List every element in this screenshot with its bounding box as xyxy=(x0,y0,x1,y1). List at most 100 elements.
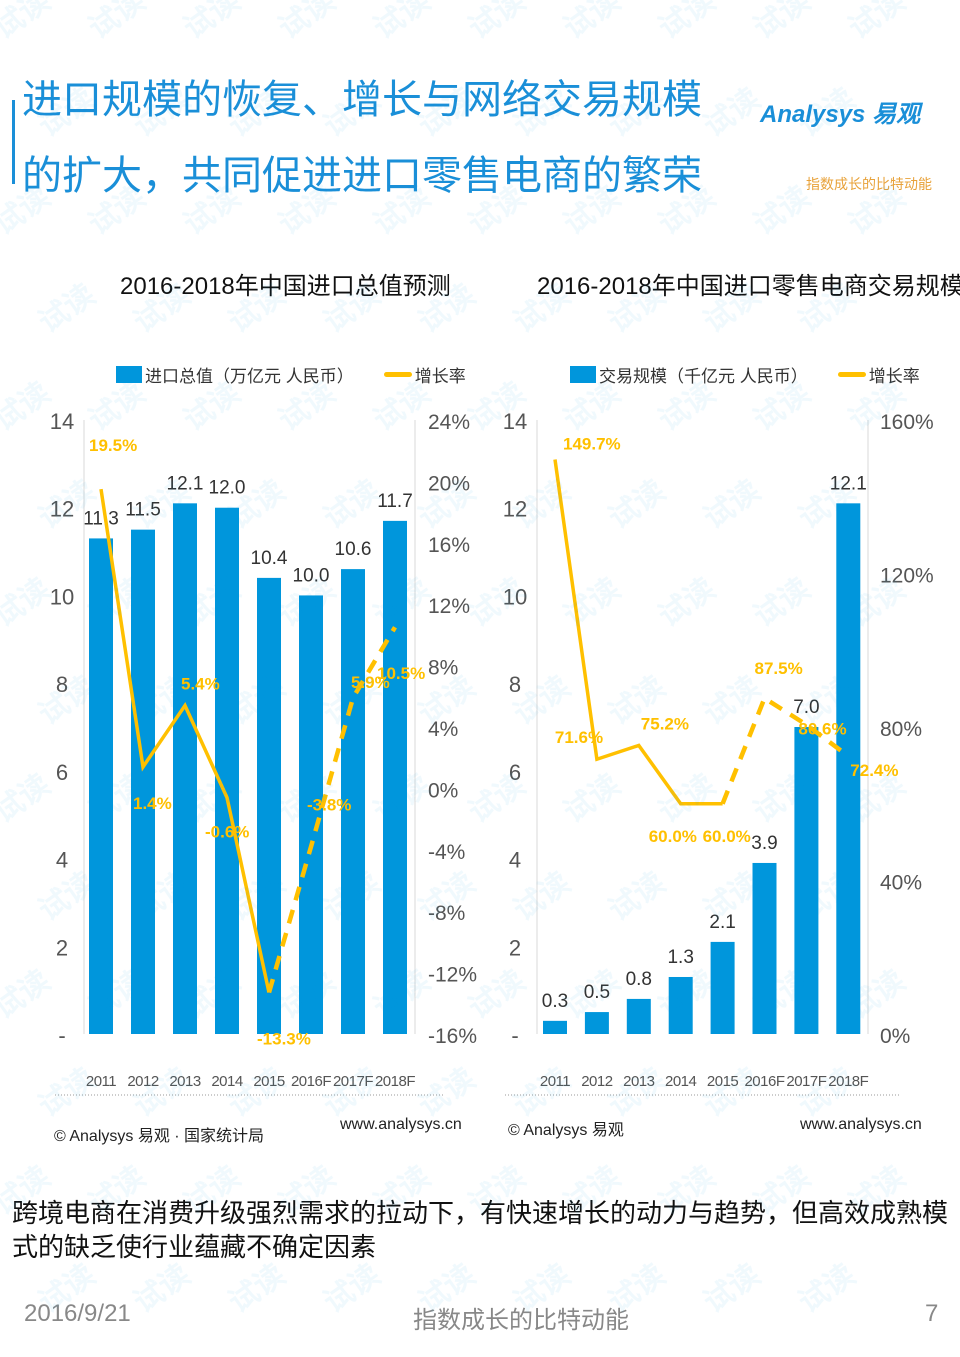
left-axis-tick-label: 8 xyxy=(56,672,68,697)
left-axis-tick-label: 8 xyxy=(509,672,521,697)
legend-line-label: 增长率 xyxy=(414,367,466,386)
legend-line-swatch xyxy=(837,372,866,377)
x-axis-tick-label: 2016F xyxy=(744,1073,784,1090)
growth-rate-label: -13.3% xyxy=(257,1030,311,1049)
left-axis-tick-label: - xyxy=(58,1023,65,1048)
right-axis-tick-label: -8% xyxy=(428,902,465,925)
bar-value-label: 0.5 xyxy=(584,982,610,1003)
right-axis-tick-label: 0% xyxy=(428,779,458,802)
footer-tagline: 指数成长的比特动能 xyxy=(413,1307,629,1334)
bar-value-label: 0.3 xyxy=(542,991,568,1012)
bar-2013 xyxy=(173,503,197,1034)
right-axis-tick-label: 4% xyxy=(428,718,458,741)
right-chart-title: 2016-2018年中国进口零售电商交易规模 xyxy=(537,273,960,300)
bar-value-label: 1.3 xyxy=(667,947,693,968)
bar-2014 xyxy=(215,507,239,1034)
right-axis-tick-label: 160% xyxy=(880,411,934,434)
analysys-logo: Analysys 易观 xyxy=(760,101,921,128)
x-axis-tick-label: 2018F xyxy=(828,1073,868,1090)
x-axis-tick-label: 2012 xyxy=(127,1073,159,1090)
growth-rate-label: 5.9% xyxy=(351,673,390,692)
growth-line-actual xyxy=(553,459,723,806)
growth-line-forecast xyxy=(266,626,397,994)
right-axis-tick-label: 20% xyxy=(428,472,470,495)
bar-2018F xyxy=(383,520,407,1034)
bar-2018F xyxy=(836,503,861,1034)
right-axis-tick-label: 8% xyxy=(428,657,458,680)
right-chart-legend: 交易规模（千亿元 人民币） 增长率 xyxy=(570,362,920,387)
bar-2012 xyxy=(584,1012,609,1034)
x-axis-tick-label: 2015 xyxy=(253,1073,285,1090)
x-axis-tick-label: 2016F xyxy=(291,1073,331,1090)
right-axis-tick-label: 40% xyxy=(880,872,922,895)
conclusion-text: 跨境电商在消费升级强烈需求的拉动下，有快速增长的动力与趋势，但高效成熟模式的缺乏… xyxy=(12,1198,949,1262)
x-axis-tick-label: 2014 xyxy=(211,1073,243,1090)
left-axis-tick-label: 10 xyxy=(50,584,74,609)
growth-rate-label: 19.5% xyxy=(89,436,137,455)
bar-value-label: 11.3 xyxy=(83,508,119,529)
bar-2016F xyxy=(299,595,323,1034)
bar-value-label: 12.1 xyxy=(167,473,204,494)
right-axis-tick-label: -12% xyxy=(428,964,477,987)
bar-value-label: 10.0 xyxy=(293,565,330,586)
x-axis-tick-label: 2014 xyxy=(665,1073,697,1090)
legend-bar-swatch xyxy=(116,366,142,383)
growth-rate-label: -3.8% xyxy=(307,796,351,815)
legend-line-label: 增长率 xyxy=(868,367,920,386)
x-axis-tick-label: 2015 xyxy=(707,1073,739,1090)
bar-2012 xyxy=(131,529,155,1034)
growth-rate-label: -0.6% xyxy=(205,823,249,842)
bar-value-label: 7.0 xyxy=(793,697,819,718)
growth-rate-label: 149.7% xyxy=(563,435,621,454)
right-axis-tick-label: -4% xyxy=(428,841,465,864)
x-axis-tick-label: 2013 xyxy=(623,1073,655,1090)
bar-2011 xyxy=(543,1020,567,1034)
bar-value-label: 11.5 xyxy=(125,500,161,521)
legend-line-swatch xyxy=(383,372,412,377)
left-axis-tick-label: 4 xyxy=(56,848,68,873)
right-axis-tick-label: 80% xyxy=(880,718,922,741)
left-axis-tick-label: 10 xyxy=(503,584,527,609)
left-chart-website: www.analysys.cn xyxy=(340,1116,462,1133)
growth-rate-label: 1.4% xyxy=(133,794,172,813)
left-axis-tick-label: 12 xyxy=(503,497,527,522)
bar-value-label: 12.0 xyxy=(209,478,246,499)
bar-2011 xyxy=(89,538,113,1034)
legend-bar-label: 进口总值（万亿元 人民币） xyxy=(145,367,354,386)
growth-rate-label: 5.4% xyxy=(181,675,220,694)
bar-2013 xyxy=(626,998,651,1034)
legend-bar-label: 交易规模（千亿元 人民币） xyxy=(599,367,808,386)
growth-rate-label: 80.6% xyxy=(798,720,846,739)
x-axis-tick-label: 2012 xyxy=(581,1073,613,1090)
growth-rate-label: 10.5% xyxy=(377,664,425,683)
legend-bar-swatch xyxy=(570,366,596,383)
right-axis-tick-label: 12% xyxy=(428,595,470,618)
x-axis-tick-label: 2017F xyxy=(333,1073,373,1090)
page-number: 7 xyxy=(925,1300,939,1327)
growth-line-actual xyxy=(99,488,271,993)
left-axis-tick-label: 12 xyxy=(50,497,74,522)
bar-value-label: 10.4 xyxy=(251,548,288,569)
left-axis-tick-label: 6 xyxy=(509,760,521,785)
right-axis-tick-label: -16% xyxy=(428,1025,477,1048)
footer-date: 2016/9/21 xyxy=(24,1300,131,1327)
left-axis-tick-label: 6 xyxy=(56,760,68,785)
bar-value-label: 2.1 xyxy=(709,912,735,933)
right-axis-tick-label: 120% xyxy=(880,565,934,588)
bar-2015 xyxy=(710,941,735,1034)
left-chart-title: 2016-2018年中国进口总值预测 xyxy=(120,273,451,300)
left-axis-tick-label: 2 xyxy=(56,935,68,960)
title-accent-bar xyxy=(12,100,15,184)
left-axis-tick-label: 4 xyxy=(509,848,521,873)
growth-rate-label: 75.2% xyxy=(641,714,689,733)
left-axis-tick-label: - xyxy=(511,1023,518,1048)
bar-value-label: 11.7 xyxy=(377,491,413,512)
right-axis-tick-label: 0% xyxy=(880,1025,910,1048)
bar-value-label: 0.8 xyxy=(626,969,652,990)
growth-rate-label: 87.5% xyxy=(755,659,803,678)
growth-rate-label: 71.6% xyxy=(555,728,603,747)
bar-2017F xyxy=(794,727,819,1034)
x-axis-tick-label: 2018F xyxy=(375,1073,415,1090)
page-title: 进口规模的恢复、增长与网络交易规模的扩大，共同促进进口零售电商的繁荣 xyxy=(22,78,702,198)
